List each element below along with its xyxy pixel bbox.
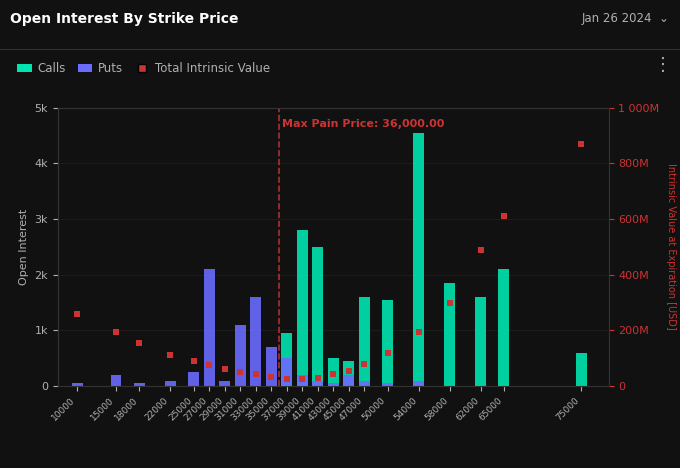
Bar <box>165 380 175 386</box>
Legend: Calls, Puts, Total Intrinsic Value: Calls, Puts, Total Intrinsic Value <box>13 58 275 80</box>
Bar <box>296 230 307 386</box>
Bar <box>382 383 393 386</box>
Bar <box>312 380 323 386</box>
Bar <box>359 297 370 386</box>
Bar <box>72 383 83 386</box>
Bar <box>312 247 323 386</box>
Bar <box>343 375 354 386</box>
Bar <box>444 283 455 386</box>
Y-axis label: Open Interest: Open Interest <box>19 209 29 285</box>
Bar <box>282 333 292 386</box>
Bar <box>359 380 370 386</box>
Bar <box>382 300 393 386</box>
Bar <box>203 269 214 386</box>
Bar <box>282 358 292 386</box>
Bar <box>343 361 354 386</box>
Bar <box>250 297 261 386</box>
Bar <box>413 380 424 386</box>
Bar <box>219 380 230 386</box>
Bar <box>296 375 307 386</box>
Text: ⋮: ⋮ <box>654 56 672 74</box>
Bar <box>475 297 486 386</box>
Bar <box>498 269 509 386</box>
Text: Jan 26 2024  ⌄: Jan 26 2024 ⌄ <box>582 12 670 25</box>
Bar <box>328 383 339 386</box>
Y-axis label: Intrinsic Value at Expiration [USD]: Intrinsic Value at Expiration [USD] <box>666 163 676 330</box>
Bar <box>328 358 339 386</box>
Bar <box>188 372 199 386</box>
Bar <box>111 375 122 386</box>
Bar <box>576 353 587 386</box>
Text: Max Pain Price: 36,000.00: Max Pain Price: 36,000.00 <box>282 119 444 129</box>
Bar <box>134 383 145 386</box>
Bar <box>266 347 277 386</box>
Text: Open Interest By Strike Price: Open Interest By Strike Price <box>10 12 239 26</box>
Bar <box>413 133 424 386</box>
Bar <box>235 325 245 386</box>
